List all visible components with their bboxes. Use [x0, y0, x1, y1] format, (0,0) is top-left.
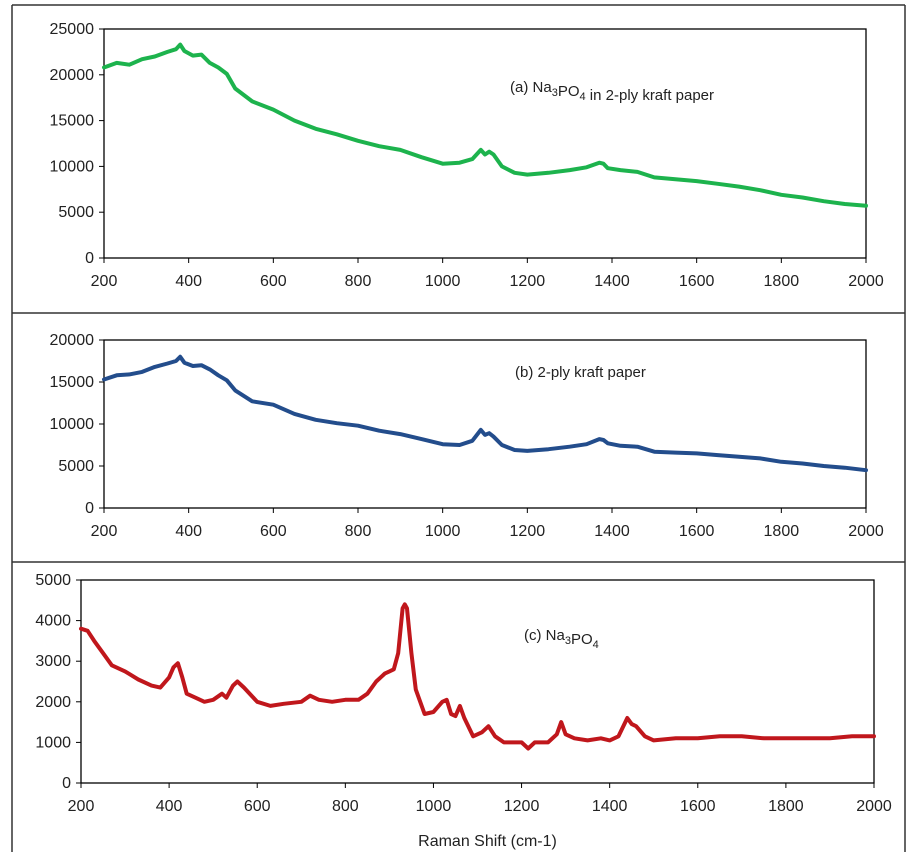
y-tick-label: 3000 — [35, 653, 71, 670]
y-tick-label: 10000 — [50, 416, 95, 433]
x-tick-label: 1400 — [592, 798, 628, 815]
x-tick-label: 800 — [332, 798, 359, 815]
x-tick-label: 600 — [244, 798, 271, 815]
x-tick-label: 1600 — [680, 798, 716, 815]
x-tick-label: 1800 — [764, 273, 800, 290]
y-tick-label: 10000 — [50, 158, 95, 175]
y-tick-label: 20000 — [50, 332, 95, 349]
y-tick-label: 4000 — [35, 613, 71, 630]
x-tick-label: 800 — [345, 273, 372, 290]
x-tick-label: 1200 — [510, 273, 546, 290]
x-tick-label: 1000 — [416, 798, 452, 815]
x-tick-label: 2000 — [856, 798, 892, 815]
x-tick-label: 1800 — [768, 798, 804, 815]
y-tick-label: 5000 — [35, 572, 71, 589]
x-tick-label: 1600 — [679, 523, 715, 540]
x-tick-label: 400 — [175, 273, 202, 290]
y-tick-label: 25000 — [50, 21, 95, 38]
x-tick-label: 200 — [91, 523, 118, 540]
series-line — [79, 602, 876, 751]
x-tick-label: 1600 — [679, 273, 715, 290]
series-line — [102, 42, 868, 208]
y-tick-label: 5000 — [58, 458, 94, 475]
x-tick-label: 1800 — [764, 523, 800, 540]
plot-area — [103, 28, 867, 259]
chart-panel-2: 0 5000 10000 15000 20000 200 400 600 800 1000 1200… — [50, 332, 884, 540]
y-tick-label: 0 — [62, 775, 71, 792]
x-tick-label: 2000 — [848, 273, 884, 290]
x-tick-label: 600 — [260, 523, 287, 540]
panel-annotation: (c) Na3PO4 — [524, 627, 599, 651]
y-tick-label: 20000 — [50, 67, 95, 84]
plot-area — [80, 579, 875, 784]
x-axis-label: Raman Shift (cm-1) — [418, 833, 557, 850]
x-tick-label: 1400 — [594, 523, 630, 540]
panel-annotation: (b) 2-ply kraft paper — [515, 364, 646, 381]
x-tick-label: 800 — [345, 523, 372, 540]
x-tick-label: 1200 — [504, 798, 540, 815]
y-tick-label: 0 — [85, 250, 94, 267]
y-tick-label: 15000 — [50, 374, 95, 391]
x-tick-label: 1000 — [425, 523, 461, 540]
x-tick-label: 400 — [175, 523, 202, 540]
y-tick-label: 0 — [85, 500, 94, 517]
series-line — [102, 354, 868, 473]
x-tick-label: 1000 — [425, 273, 461, 290]
y-tick-label: 15000 — [50, 113, 95, 130]
y-tick-label: 2000 — [35, 694, 71, 711]
y-tick-label: 5000 — [58, 204, 94, 221]
x-tick-label: 200 — [91, 273, 118, 290]
chart-panel-3: 0 1000 2000 3000 4000 5000 200 400 600 800 1000 120… — [35, 572, 891, 850]
panel-annotation: (a) Na3PO4 in 2-ply kraft paper — [510, 79, 714, 104]
x-tick-label: 400 — [156, 798, 183, 815]
x-tick-label: 1400 — [594, 273, 630, 290]
x-tick-label: 200 — [68, 798, 95, 815]
y-tick-label: 1000 — [35, 734, 71, 751]
plot-area — [103, 339, 867, 509]
x-tick-label: 600 — [260, 273, 287, 290]
x-tick-label: 1200 — [510, 523, 546, 540]
x-tick-label: 2000 — [848, 523, 884, 540]
chart-panel-1: 0 5000 10000 15000 20000 25000 200 400 600 800 100… — [50, 21, 884, 290]
